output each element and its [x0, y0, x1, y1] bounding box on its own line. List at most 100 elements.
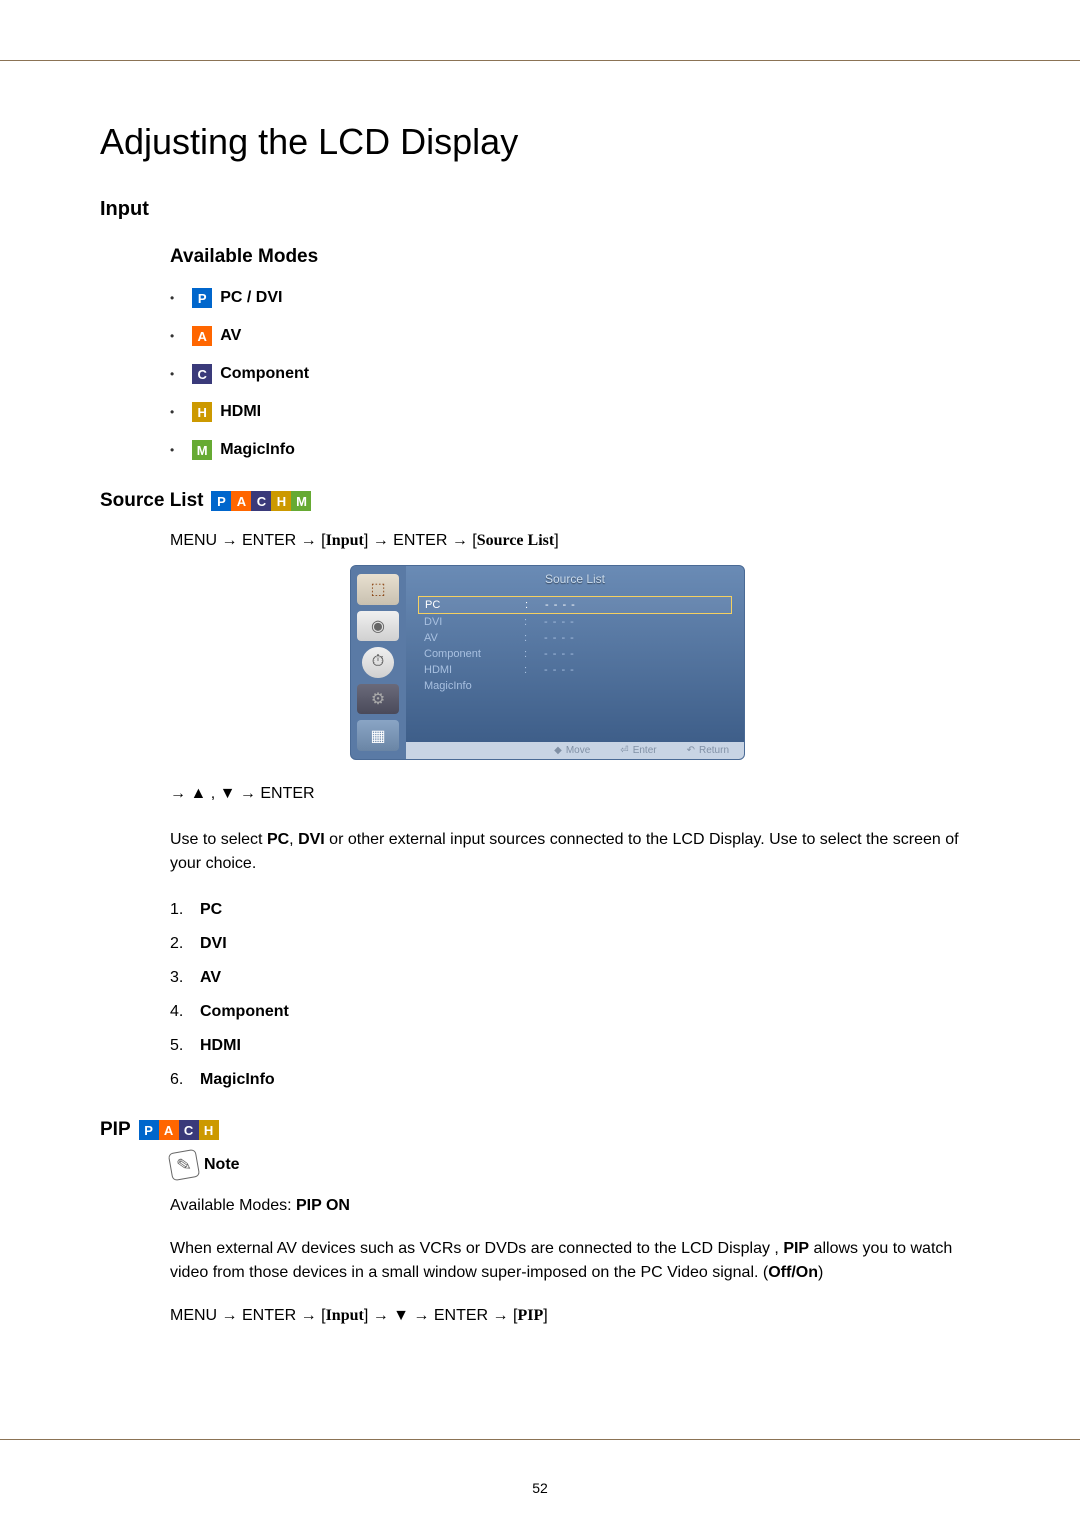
nav-text: ] → ▼ → ENTER → [ — [364, 1307, 518, 1324]
osd-items: PC : - - - - DVI : - - - - AV : - - - - — [406, 592, 744, 742]
osd-colon: : — [524, 632, 544, 644]
text-bold: PIP ON — [296, 1197, 350, 1214]
badge-c-icon: C — [251, 491, 271, 511]
badge-p-icon: P — [192, 288, 212, 308]
badge-a-icon: A — [231, 491, 251, 511]
nav-bold: Source List — [477, 532, 554, 549]
nav-text: ] — [554, 532, 558, 549]
osd-input-icon: ⬚ — [357, 574, 399, 605]
pip-description: When external AV devices such as VCRs or… — [170, 1237, 980, 1285]
badge-m-icon: M — [291, 491, 311, 511]
nav-path-pip: MENU → ENTER → [Input] → ▼ → ENTER → [PI… — [170, 1307, 980, 1325]
list-number: 4. — [170, 1003, 200, 1021]
list-label: HDMI — [200, 1037, 241, 1055]
nav-text: MENU → ENTER → [ — [170, 532, 326, 549]
osd-item-value: - - - - — [544, 632, 726, 644]
list-item: 2.DVI — [170, 935, 980, 953]
osd-colon: : — [524, 664, 544, 676]
osd-sound-icon: ⏱ — [362, 647, 394, 678]
mode-item-hdmi: • H HDMI — [170, 402, 980, 422]
page-container: Adjusting the LCD Display Input Availabl… — [0, 60, 1080, 1440]
bullet-icon: • — [170, 291, 174, 305]
osd-footer-return: ↶ Return — [687, 745, 729, 756]
osd-screenshot: ⬚ ◉ ⏱ ⚙ ▦ Source List PC : - - - - DVI : — [350, 565, 745, 760]
osd-item-magicinfo: MagicInfo — [418, 678, 732, 694]
available-modes-list: • P PC / DVI • A AV • C Component • H HD… — [170, 288, 980, 460]
nav-line-arrows: → ▲ , ▼ → ENTER — [170, 785, 980, 803]
osd-picture-icon: ◉ — [357, 611, 399, 642]
osd-footer-enter: ⏎ Enter — [620, 745, 656, 756]
list-item: 6.MagicInfo — [170, 1071, 980, 1089]
mode-item-pc: • P PC / DVI — [170, 288, 980, 308]
list-number: 2. — [170, 935, 200, 953]
nav-path-source-list: MENU → ENTER → [Input] → ENTER → [Source… — [170, 532, 980, 550]
pip-heading: PIP P A C H — [100, 1119, 980, 1141]
list-number: 5. — [170, 1037, 200, 1055]
mode-label: Component — [220, 365, 309, 383]
osd-item-label: DVI — [424, 616, 524, 628]
mode-item-magicinfo: • M MagicInfo — [170, 440, 980, 460]
desc-bold: Off/On — [768, 1264, 818, 1281]
nav-text: ] → ENTER → [ — [364, 532, 477, 549]
badge-c-icon: C — [192, 364, 212, 384]
source-items-list: 1.PC 2.DVI 3.AV 4.Component 5.HDMI 6.Mag… — [170, 901, 980, 1089]
osd-title: Source List — [406, 566, 744, 592]
osd-item-hdmi: HDMI : - - - - — [418, 662, 732, 678]
mode-label: MagicInfo — [220, 441, 295, 459]
osd-item-label: AV — [424, 632, 524, 644]
list-item: 4.Component — [170, 1003, 980, 1021]
list-number: 6. — [170, 1071, 200, 1089]
desc-bold: PIP — [783, 1240, 809, 1257]
osd-item-label: PC — [425, 599, 525, 611]
osd-item-label: MagicInfo — [424, 680, 524, 692]
badge-h-icon: H — [192, 402, 212, 422]
page-number: 52 — [0, 1470, 1080, 1496]
pip-title: PIP — [100, 1119, 131, 1141]
osd-item-value: - - - - — [545, 599, 725, 611]
list-item: 5.HDMI — [170, 1037, 980, 1055]
source-list-title: Source List — [100, 490, 203, 512]
list-item: 3.AV — [170, 969, 980, 987]
osd-footer-label: Enter — [633, 745, 657, 756]
osd-item-av: AV : - - - - — [418, 630, 732, 646]
badge-c-icon: C — [179, 1120, 199, 1140]
mode-item-component: • C Component — [170, 364, 980, 384]
list-label: DVI — [200, 935, 227, 953]
osd-footer-label: Return — [699, 745, 729, 756]
mode-label: AV — [220, 327, 241, 345]
note-label: Note — [204, 1156, 240, 1174]
osd-main: Source List PC : - - - - DVI : - - - - A… — [406, 566, 744, 759]
source-list-heading: Source List P A C H M — [100, 490, 980, 512]
note-icon: ✎ — [168, 1149, 200, 1181]
nav-bold: Input — [326, 1307, 364, 1324]
osd-item-label: Component — [424, 648, 524, 660]
osd-footer-move: ◆ Move — [554, 745, 590, 756]
list-label: PC — [200, 901, 222, 919]
badge-p-icon: P — [139, 1120, 159, 1140]
desc-bold: PC — [267, 831, 289, 848]
bullet-icon: • — [170, 329, 174, 343]
osd-footer-label: Move — [566, 745, 590, 756]
osd-sidebar: ⬚ ◉ ⏱ ⚙ ▦ — [351, 566, 406, 759]
osd-item-pc: PC : - - - - — [418, 596, 732, 614]
list-label: MagicInfo — [200, 1071, 275, 1089]
badge-row: P A C H — [139, 1120, 219, 1140]
source-list-description: Use to select PC, DVI or other external … — [170, 828, 980, 876]
input-heading: Input — [100, 198, 980, 221]
list-label: Component — [200, 1003, 289, 1021]
osd-item-value: - - - - — [544, 664, 726, 676]
text: Available Modes: — [170, 1197, 296, 1214]
osd-setup-icon: ⚙ — [357, 684, 399, 715]
list-number: 3. — [170, 969, 200, 987]
desc-text: , — [289, 831, 298, 848]
note-row: ✎ Note — [170, 1151, 980, 1179]
list-number: 1. — [170, 901, 200, 919]
list-label: AV — [200, 969, 221, 987]
badge-p-icon: P — [211, 491, 231, 511]
badge-row: P A C H M — [211, 491, 311, 511]
desc-text: When external AV devices such as VCRs or… — [170, 1240, 783, 1257]
osd-item-component: Component : - - - - — [418, 646, 732, 662]
badge-h-icon: H — [199, 1120, 219, 1140]
osd-item-label: HDMI — [424, 664, 524, 676]
badge-a-icon: A — [192, 326, 212, 346]
